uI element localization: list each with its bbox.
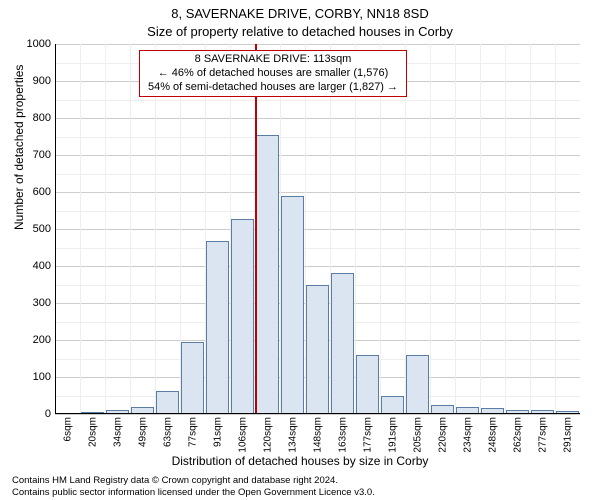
- y-tick-label: 500: [33, 223, 51, 235]
- bar-slot: 291sqm: [555, 44, 580, 414]
- y-tick-label: 200: [33, 334, 51, 346]
- bar: [356, 355, 379, 414]
- bar-slot: 191sqm: [380, 44, 405, 414]
- annotation-box: 8 SAVERNAKE DRIVE: 113sqm ← 46% of detac…: [139, 50, 407, 97]
- bar-slot: 277sqm: [530, 44, 555, 414]
- bar-slot: 163sqm: [330, 44, 355, 414]
- x-tick-label: 34sqm: [112, 417, 123, 447]
- bar-slot: 6sqm: [55, 44, 80, 414]
- bar: [406, 355, 429, 414]
- x-tick-label: 91sqm: [212, 417, 223, 447]
- x-tick-label: 248sqm: [487, 417, 498, 453]
- bar: [156, 391, 179, 414]
- y-axis: [55, 44, 56, 414]
- y-tick-label: 900: [33, 75, 51, 87]
- x-tick-label: 220sqm: [437, 417, 448, 453]
- x-axis-label: Distribution of detached houses by size …: [0, 454, 600, 468]
- annotation-line2: ← 46% of detached houses are smaller (1,…: [144, 67, 402, 81]
- bar-slot: 77sqm: [180, 44, 205, 414]
- bar: [256, 135, 279, 414]
- y-tick-label: 400: [33, 260, 51, 272]
- bar-slot: 234sqm: [455, 44, 480, 414]
- attribution-line1: Contains HM Land Registry data © Crown c…: [12, 475, 375, 486]
- x-tick-label: 163sqm: [337, 417, 348, 453]
- bar-slot: 34sqm: [105, 44, 130, 414]
- bar: [206, 241, 229, 414]
- x-tick-label: 120sqm: [262, 417, 273, 453]
- bar-slot: 134sqm: [280, 44, 305, 414]
- bar-slot: 63sqm: [155, 44, 180, 414]
- x-tick-label: 63sqm: [162, 417, 173, 447]
- x-axis: [55, 413, 580, 414]
- x-tick-label: 277sqm: [537, 417, 548, 453]
- bar-slot: 248sqm: [480, 44, 505, 414]
- bar-slot: 106sqm: [230, 44, 255, 414]
- bar-slot: 262sqm: [505, 44, 530, 414]
- x-tick-label: 291sqm: [562, 417, 573, 453]
- x-tick-label: 148sqm: [312, 417, 323, 453]
- x-tick-label: 191sqm: [387, 417, 398, 453]
- y-tick-label: 700: [33, 149, 51, 161]
- bar-slot: 220sqm: [430, 44, 455, 414]
- attribution-text: Contains HM Land Registry data © Crown c…: [12, 475, 375, 498]
- x-tick-label: 77sqm: [187, 417, 198, 447]
- bar-slot: 148sqm: [305, 44, 330, 414]
- bars-container: 6sqm20sqm34sqm49sqm63sqm77sqm91sqm106sqm…: [55, 44, 580, 414]
- y-tick-label: 800: [33, 112, 51, 124]
- y-gridline: [55, 414, 580, 415]
- bar-slot: 120sqm: [255, 44, 280, 414]
- bar: [306, 285, 329, 415]
- bar-slot: 49sqm: [130, 44, 155, 414]
- x-tick-label: 6sqm: [62, 417, 73, 441]
- bar-slot: 205sqm: [405, 44, 430, 414]
- bar: [381, 396, 404, 414]
- y-tick-label: 300: [33, 297, 51, 309]
- chart-title: 8, SAVERNAKE DRIVE, CORBY, NN18 8SD: [0, 6, 600, 21]
- bar: [231, 219, 254, 414]
- bar: [181, 342, 204, 414]
- x-tick-label: 262sqm: [512, 417, 523, 453]
- x-tick-label: 20sqm: [87, 417, 98, 447]
- y-tick-label: 100: [33, 371, 51, 383]
- plot-area: 01002003004005006007008009001000 6sqm20s…: [55, 44, 580, 414]
- x-tick-label: 234sqm: [462, 417, 473, 453]
- x-tick-label: 106sqm: [237, 417, 248, 453]
- x-tick-label: 134sqm: [287, 417, 298, 453]
- x-tick-label: 49sqm: [137, 417, 148, 447]
- attribution-line2: Contains public sector information licen…: [12, 487, 375, 498]
- bar: [331, 273, 354, 414]
- y-axis-label: Number of detached properties: [12, 65, 26, 230]
- y-tick-label: 600: [33, 186, 51, 198]
- chart-subtitle: Size of property relative to detached ho…: [0, 24, 600, 39]
- x-tick-label: 177sqm: [362, 417, 373, 453]
- y-tick-label: 1000: [27, 38, 51, 50]
- bar: [281, 196, 304, 414]
- y-tick-label: 0: [45, 408, 51, 420]
- x-tick-label: 205sqm: [412, 417, 423, 453]
- annotation-line1: 8 SAVERNAKE DRIVE: 113sqm: [144, 53, 402, 67]
- bar-slot: 177sqm: [355, 44, 380, 414]
- bar-slot: 20sqm: [80, 44, 105, 414]
- annotation-line3: 54% of semi-detached houses are larger (…: [144, 81, 402, 95]
- bar-slot: 91sqm: [205, 44, 230, 414]
